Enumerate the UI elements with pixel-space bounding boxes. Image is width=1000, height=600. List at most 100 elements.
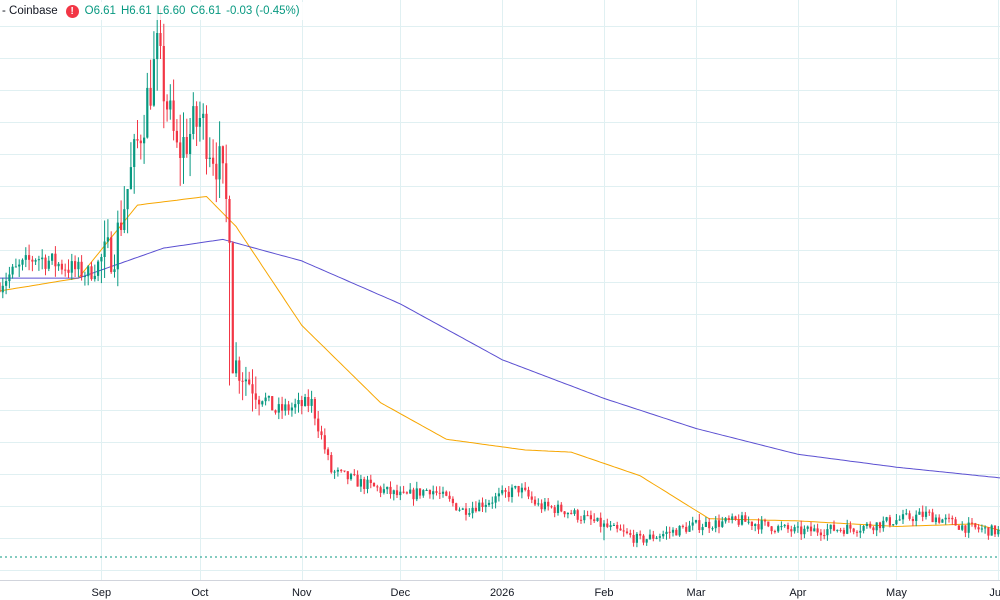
candle-body bbox=[987, 527, 990, 536]
candle-body bbox=[110, 237, 113, 273]
candle-body bbox=[264, 397, 267, 402]
candle-body bbox=[225, 163, 228, 199]
candle-body bbox=[221, 146, 224, 164]
candle-body bbox=[106, 237, 109, 242]
candle-body bbox=[320, 431, 323, 436]
candle-body bbox=[829, 524, 832, 530]
symbol-label[interactable]: - Coinbase bbox=[2, 5, 58, 17]
candle-body bbox=[892, 524, 895, 526]
candle-body bbox=[809, 526, 813, 532]
candle-body bbox=[625, 531, 629, 534]
candle-body bbox=[179, 142, 182, 158]
candle-body bbox=[517, 486, 520, 493]
candle-body bbox=[346, 471, 349, 480]
candle-body bbox=[997, 529, 1000, 535]
candle-body bbox=[566, 512, 569, 515]
chart-header: - Coinbase ! O6.61 H6.61 L6.60 C6.61 -0.… bbox=[0, 2, 309, 20]
candle-body bbox=[964, 525, 967, 533]
candle-body bbox=[21, 259, 24, 265]
change-value: -0.03 (-0.45%) bbox=[226, 5, 300, 17]
candle-body bbox=[445, 491, 448, 496]
candle-body bbox=[333, 471, 336, 473]
candle-body bbox=[60, 263, 63, 270]
candle-body bbox=[796, 526, 799, 528]
candle-body bbox=[704, 521, 707, 527]
candle-body bbox=[133, 139, 136, 167]
candle-body bbox=[336, 469, 339, 472]
candle-body bbox=[648, 534, 652, 540]
candle-body bbox=[806, 526, 809, 529]
candle-body bbox=[622, 530, 625, 532]
candle-body bbox=[448, 495, 451, 499]
candle-body bbox=[369, 479, 372, 483]
candle-body bbox=[432, 491, 435, 495]
candle-body bbox=[90, 266, 93, 280]
candle-body bbox=[556, 504, 560, 513]
candle-body bbox=[750, 521, 753, 526]
candle-body bbox=[832, 524, 836, 531]
candle-body bbox=[31, 259, 34, 262]
candle-body bbox=[977, 527, 980, 530]
candle-body bbox=[248, 379, 251, 385]
candle-body bbox=[547, 501, 550, 507]
candle-body bbox=[382, 489, 385, 493]
candle-body bbox=[47, 260, 50, 269]
candle-body bbox=[632, 535, 635, 543]
candle-body bbox=[790, 529, 793, 532]
candle-body bbox=[297, 400, 300, 405]
candle-body bbox=[284, 404, 287, 411]
candle-body bbox=[251, 384, 254, 394]
candle-body bbox=[681, 525, 684, 527]
candle-body bbox=[671, 529, 675, 533]
candle-body bbox=[754, 524, 757, 526]
candle-body bbox=[859, 530, 862, 533]
candle-body bbox=[678, 525, 681, 536]
candle-body bbox=[195, 106, 198, 127]
candle-body bbox=[882, 520, 885, 529]
candle-body bbox=[596, 517, 599, 522]
candle-body bbox=[908, 513, 911, 519]
candle-body bbox=[533, 499, 537, 505]
candle-body bbox=[304, 397, 307, 406]
candle-body bbox=[550, 506, 553, 508]
candle-body bbox=[931, 512, 934, 523]
candle-body bbox=[967, 522, 970, 533]
candle-body bbox=[330, 455, 333, 473]
candle-body bbox=[323, 435, 326, 450]
x-tick-label: Feb bbox=[595, 587, 614, 599]
candle-body bbox=[652, 534, 655, 539]
candle-body bbox=[258, 399, 261, 405]
candle-body bbox=[386, 486, 389, 490]
alert-icon[interactable]: ! bbox=[65, 4, 79, 18]
candle-body bbox=[701, 527, 704, 531]
candle-body bbox=[763, 520, 767, 522]
candle-body bbox=[563, 511, 566, 515]
candle-body bbox=[231, 242, 234, 374]
candle-body bbox=[777, 526, 780, 532]
candle-body bbox=[675, 529, 678, 536]
candle-body bbox=[783, 525, 786, 527]
candle-body bbox=[849, 524, 852, 529]
candle-body bbox=[954, 519, 957, 526]
candle-body bbox=[888, 517, 891, 526]
candle-body bbox=[392, 490, 395, 495]
candle-body bbox=[34, 260, 37, 262]
candle-body bbox=[313, 399, 316, 419]
candle-body bbox=[793, 527, 796, 532]
candle-body bbox=[685, 526, 688, 532]
close-value: C6.61 bbox=[190, 5, 222, 17]
candle-body bbox=[803, 528, 806, 535]
candle-body bbox=[658, 536, 661, 538]
candle-body bbox=[599, 517, 602, 527]
candle-body bbox=[435, 491, 438, 493]
candle-body bbox=[349, 474, 353, 480]
x-tick-label: May bbox=[886, 587, 907, 599]
candle-body bbox=[192, 106, 195, 134]
candle-body bbox=[215, 163, 218, 180]
candle-body bbox=[146, 87, 149, 138]
candle-body bbox=[218, 146, 221, 180]
candle-body bbox=[425, 490, 428, 491]
candle-body bbox=[300, 400, 303, 407]
candle-body bbox=[530, 496, 533, 500]
